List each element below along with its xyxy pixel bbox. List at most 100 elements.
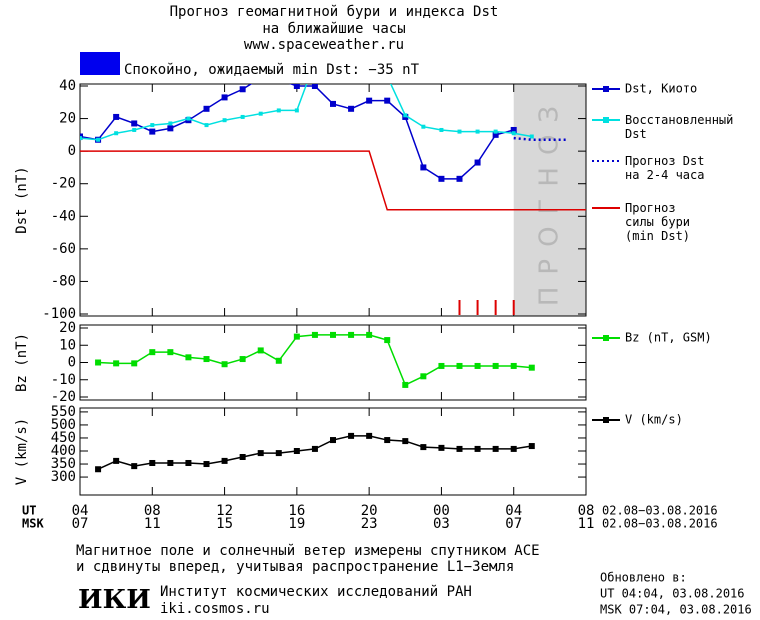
point bbox=[456, 445, 463, 452]
x-tick-label: 08 bbox=[144, 503, 161, 519]
legend-label: Прогноз Dst на 2-4 часа bbox=[625, 154, 704, 182]
subtitle: на ближайшие часы bbox=[262, 21, 405, 37]
y-tick-label: 500 bbox=[51, 417, 76, 433]
point bbox=[438, 362, 445, 369]
point bbox=[293, 448, 300, 454]
point bbox=[150, 123, 155, 128]
x-tick-label: 15 bbox=[216, 516, 233, 532]
point bbox=[114, 131, 119, 136]
panel-frame bbox=[79, 83, 587, 317]
y-tick-label: -20 bbox=[51, 389, 76, 405]
point bbox=[149, 128, 156, 135]
point bbox=[203, 461, 210, 468]
x-tick-label: 08 bbox=[578, 503, 595, 519]
legend-label: Прогноз силы бури (min Dst) bbox=[625, 201, 690, 243]
x-tick-label: 20 bbox=[361, 503, 378, 519]
y-tick-label: -60 bbox=[51, 241, 76, 257]
x-tick-label: 12 bbox=[216, 503, 233, 519]
x-tick-label: 07 bbox=[72, 516, 89, 532]
point bbox=[492, 131, 499, 138]
point bbox=[185, 354, 192, 361]
plot bbox=[80, 84, 586, 211]
point bbox=[511, 131, 516, 136]
footer-note: и сдвинуты вперед, учитывая распростране… bbox=[76, 559, 514, 575]
series-line bbox=[80, 150, 586, 211]
status-box bbox=[80, 52, 120, 75]
forecast-region bbox=[513, 84, 586, 316]
plot bbox=[95, 331, 535, 388]
legend-label: Bz (nT, GSM) bbox=[625, 331, 712, 345]
point bbox=[384, 97, 391, 104]
url: www.spaceweather.ru bbox=[244, 37, 404, 53]
point bbox=[204, 123, 209, 128]
point bbox=[529, 134, 534, 139]
y-tick-label: 350 bbox=[51, 456, 76, 472]
legend-marker bbox=[603, 86, 609, 92]
x-date: 02.08−03.08.2016 bbox=[602, 504, 718, 518]
point bbox=[113, 457, 120, 464]
legend-marker bbox=[603, 335, 609, 341]
point bbox=[475, 129, 480, 134]
point bbox=[492, 362, 499, 369]
institute: Институт космических исследований РАН bbox=[160, 584, 472, 600]
point bbox=[366, 331, 373, 338]
point bbox=[457, 129, 462, 134]
point bbox=[348, 331, 355, 338]
point bbox=[311, 84, 318, 89]
y-tick-label: 400 bbox=[51, 443, 76, 459]
updated-msk: MSK 07:04, 03.08.2016 bbox=[600, 603, 752, 617]
status: Спокойно, ожидаемый min Dst: −35 nT bbox=[124, 62, 420, 78]
point bbox=[113, 113, 120, 120]
y-tick-label: 40 bbox=[59, 78, 76, 94]
updated-ut: UT 04:04, 03.08.2016 bbox=[600, 587, 745, 601]
point bbox=[168, 121, 173, 126]
series-line bbox=[80, 84, 514, 180]
point bbox=[222, 118, 227, 123]
point bbox=[257, 450, 264, 457]
point bbox=[366, 432, 373, 439]
point bbox=[420, 373, 427, 380]
point bbox=[348, 105, 355, 112]
point bbox=[239, 356, 246, 363]
legend-label: V (km/s) bbox=[625, 413, 683, 427]
point bbox=[221, 94, 228, 101]
point bbox=[330, 100, 336, 107]
point bbox=[311, 331, 318, 338]
point bbox=[421, 124, 426, 129]
y-tick-label: 0 bbox=[68, 143, 76, 159]
point bbox=[185, 459, 192, 466]
point bbox=[275, 450, 282, 457]
legend-label: Dst, Киото bbox=[625, 82, 697, 96]
legend-marker bbox=[603, 417, 609, 423]
x-tick-label: 04 bbox=[72, 503, 89, 519]
point bbox=[80, 136, 82, 141]
y-tick-label: 20 bbox=[59, 111, 76, 127]
footer-note: Магнитное поле и солнечный ветер измерен… bbox=[76, 543, 540, 559]
logo: ИКИ bbox=[78, 585, 151, 615]
point bbox=[510, 362, 517, 369]
point bbox=[528, 364, 535, 371]
point bbox=[348, 432, 355, 439]
x-axis-label: MSK bbox=[22, 517, 44, 531]
point bbox=[149, 459, 156, 466]
point bbox=[474, 445, 481, 452]
point bbox=[96, 137, 101, 142]
x-tick-label: 00 bbox=[433, 503, 450, 519]
point bbox=[493, 129, 498, 134]
point bbox=[474, 362, 481, 369]
y-tick-label: -10 bbox=[51, 372, 76, 388]
y-tick-label: 550 bbox=[51, 404, 76, 420]
point bbox=[167, 459, 174, 466]
panel-frame bbox=[79, 407, 587, 496]
point bbox=[366, 97, 373, 104]
point bbox=[474, 159, 481, 166]
y-tick-label: 10 bbox=[59, 337, 76, 353]
point bbox=[131, 120, 138, 127]
point bbox=[221, 361, 228, 368]
legend-label: Восстановленный Dst bbox=[625, 113, 733, 141]
point bbox=[528, 443, 535, 450]
legend-marker bbox=[603, 117, 609, 123]
point bbox=[402, 438, 409, 445]
point bbox=[167, 349, 174, 356]
